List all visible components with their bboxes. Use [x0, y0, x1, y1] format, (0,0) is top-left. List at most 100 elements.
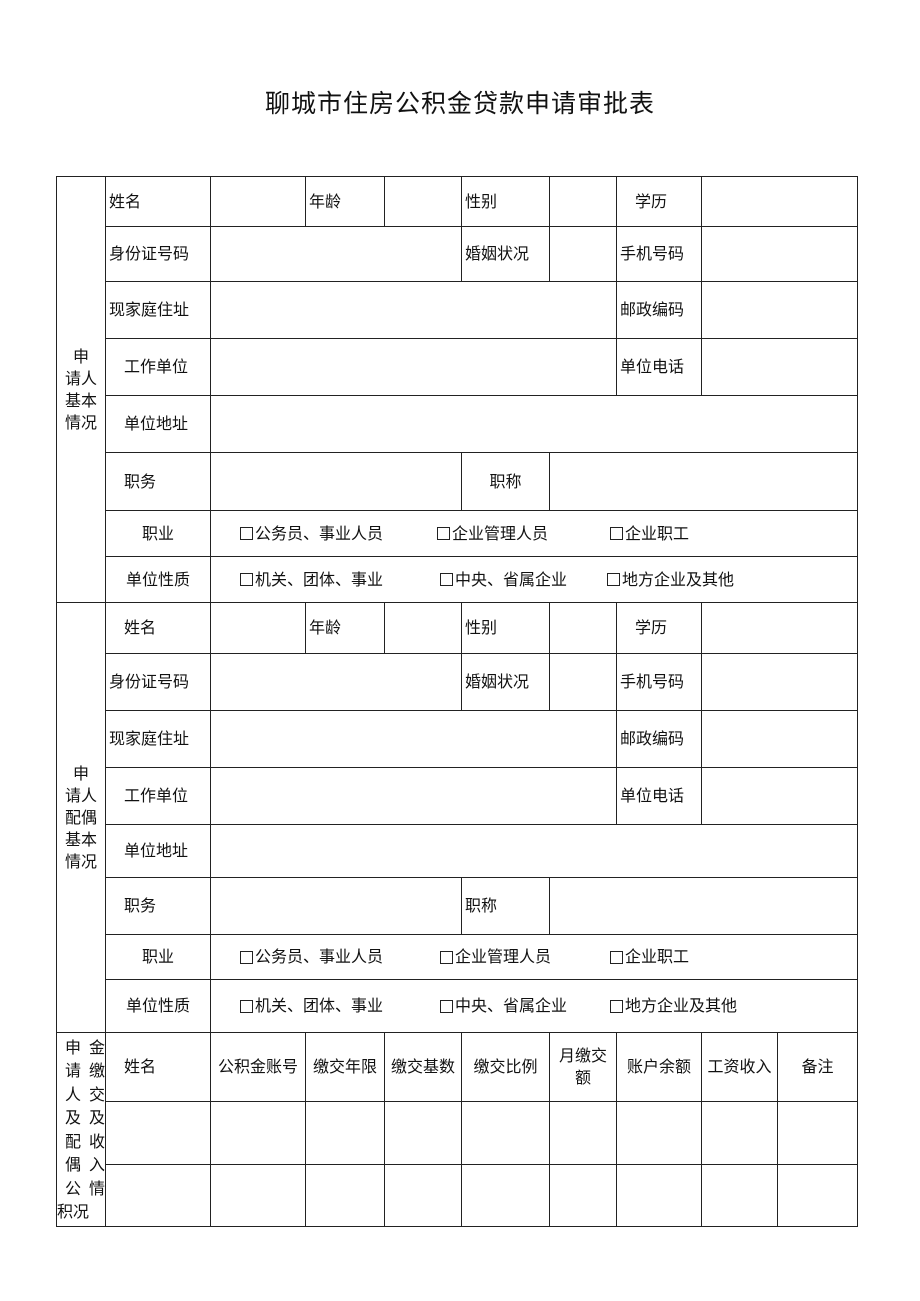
column-header: 月缴交 额 — [549, 1032, 617, 1102]
input-field[interactable] — [701, 1164, 778, 1227]
checkbox-option[interactable]: 企业职工 — [610, 523, 689, 545]
input-field[interactable] — [549, 653, 617, 711]
cell-label: 邮政编码 — [620, 300, 685, 319]
input-field[interactable] — [549, 226, 617, 282]
input-field[interactable] — [210, 226, 462, 282]
checkbox-option[interactable]: 企业管理人员 — [437, 523, 548, 545]
label-cell: 职务 — [105, 452, 211, 511]
input-field[interactable] — [210, 452, 462, 511]
input-field[interactable] — [549, 1101, 617, 1165]
input-field[interactable] — [210, 1101, 306, 1165]
input-field[interactable] — [461, 1101, 550, 1165]
occupation-options: 公务员、事业人员 企业管理人员 企业职工 — [210, 510, 858, 557]
input-field[interactable] — [210, 1164, 306, 1227]
input-field[interactable] — [549, 176, 617, 227]
checkbox-option[interactable]: 公务员、事业人员 — [240, 523, 383, 545]
cell-label: 职务 — [124, 471, 157, 491]
input-field[interactable] — [305, 1101, 385, 1165]
input-field[interactable] — [210, 602, 306, 654]
checkbox-option[interactable]: 公务员、事业人员 — [240, 946, 383, 968]
input-field[interactable] — [210, 877, 462, 935]
checkbox-option[interactable]: 中央、省属企业 — [440, 995, 567, 1017]
checkbox-icon[interactable] — [240, 999, 253, 1013]
checkbox-option[interactable]: 中央、省属企业 — [440, 569, 567, 591]
section-label: 申 请人 基本 情况 — [56, 176, 106, 603]
cell-label: 现家庭住址 — [109, 729, 190, 748]
input-field[interactable] — [701, 767, 858, 825]
cell-label: 职称 — [465, 896, 498, 915]
input-field[interactable] — [461, 1164, 550, 1227]
checkbox-icon[interactable] — [610, 527, 623, 540]
input-field[interactable] — [210, 395, 858, 453]
label-cell: 单位电话 — [616, 338, 702, 396]
label-cell: 单位地址 — [105, 395, 211, 453]
input-field[interactable] — [210, 281, 617, 339]
input-field[interactable] — [701, 710, 858, 768]
cell-label: 年龄 — [309, 618, 342, 637]
input-field[interactable] — [105, 1164, 211, 1227]
checkbox-icon[interactable] — [240, 573, 253, 586]
checkbox-option[interactable]: 机关、团体、事业 — [240, 995, 383, 1017]
input-field[interactable] — [549, 602, 617, 654]
checkbox-icon[interactable] — [610, 999, 623, 1013]
label-cell: 单位性质 — [105, 979, 211, 1033]
checkbox-icon[interactable] — [607, 573, 620, 586]
label-cell: 单位性质 — [105, 556, 211, 603]
section-label: 申 请人 配偶 基本 情况 — [56, 602, 106, 1033]
input-field[interactable] — [210, 653, 462, 711]
label-cell: 邮政编码 — [616, 281, 702, 339]
cell-label: 职业 — [141, 947, 174, 966]
input-field[interactable] — [549, 877, 858, 935]
checkbox-icon[interactable] — [610, 950, 623, 964]
label-cell: 身份证号码 — [105, 653, 211, 711]
checkbox-option[interactable]: 地方企业及其他 — [607, 569, 734, 591]
input-field[interactable] — [210, 824, 858, 878]
input-field[interactable] — [701, 338, 858, 396]
label-cell: 职业 — [105, 934, 211, 980]
input-field[interactable] — [210, 176, 306, 227]
input-field[interactable] — [384, 602, 462, 654]
input-field[interactable] — [210, 710, 617, 768]
checkbox-icon[interactable] — [440, 573, 453, 586]
cell-label: 姓名 — [124, 618, 157, 637]
cell-label: 姓名 — [124, 1057, 157, 1076]
input-field[interactable] — [384, 1101, 462, 1165]
section-label-column: 申 请 人 及 配 偶 公 积况 — [56, 1037, 89, 1222]
checkbox-icon[interactable] — [240, 950, 253, 964]
input-field[interactable] — [777, 1164, 858, 1227]
input-field[interactable] — [701, 653, 858, 711]
input-field[interactable] — [701, 176, 858, 227]
checkbox-option[interactable]: 企业职工 — [610, 946, 689, 968]
label-cell: 学历 — [616, 176, 702, 227]
checkbox-option[interactable]: 机关、团体、事业 — [240, 569, 383, 591]
input-field[interactable] — [210, 767, 617, 825]
cell-label: 账户余额 — [626, 1057, 691, 1076]
checkbox-option[interactable]: 企业管理人员 — [440, 946, 551, 968]
label-cell: 职称 — [461, 452, 550, 511]
input-field[interactable] — [701, 1101, 778, 1165]
input-field[interactable] — [384, 176, 462, 227]
input-field[interactable] — [701, 602, 858, 654]
checkbox-icon[interactable] — [437, 527, 450, 540]
label-cell: 婚姻状况 — [461, 653, 550, 711]
input-field[interactable] — [777, 1101, 858, 1165]
column-header: 姓名 — [105, 1032, 211, 1102]
checkbox-icon[interactable] — [240, 527, 253, 540]
input-field[interactable] — [384, 1164, 462, 1227]
input-field[interactable] — [105, 1101, 211, 1165]
cell-label: 缴交基数 — [390, 1057, 455, 1076]
checkbox-icon[interactable] — [440, 999, 453, 1013]
input-field[interactable] — [210, 338, 617, 396]
input-field[interactable] — [305, 1164, 385, 1227]
input-field[interactable] — [616, 1101, 702, 1165]
input-field[interactable] — [549, 1164, 617, 1227]
input-field[interactable] — [701, 281, 858, 339]
cell-label: 单位性质 — [125, 996, 190, 1015]
cell-label: 备注 — [801, 1057, 834, 1076]
checkbox-icon[interactable] — [440, 950, 453, 964]
input-field[interactable] — [616, 1164, 702, 1227]
input-field[interactable] — [549, 452, 858, 511]
input-field[interactable] — [701, 226, 858, 282]
label-cell: 职业 — [105, 510, 211, 557]
checkbox-option[interactable]: 地方企业及其他 — [610, 995, 737, 1017]
